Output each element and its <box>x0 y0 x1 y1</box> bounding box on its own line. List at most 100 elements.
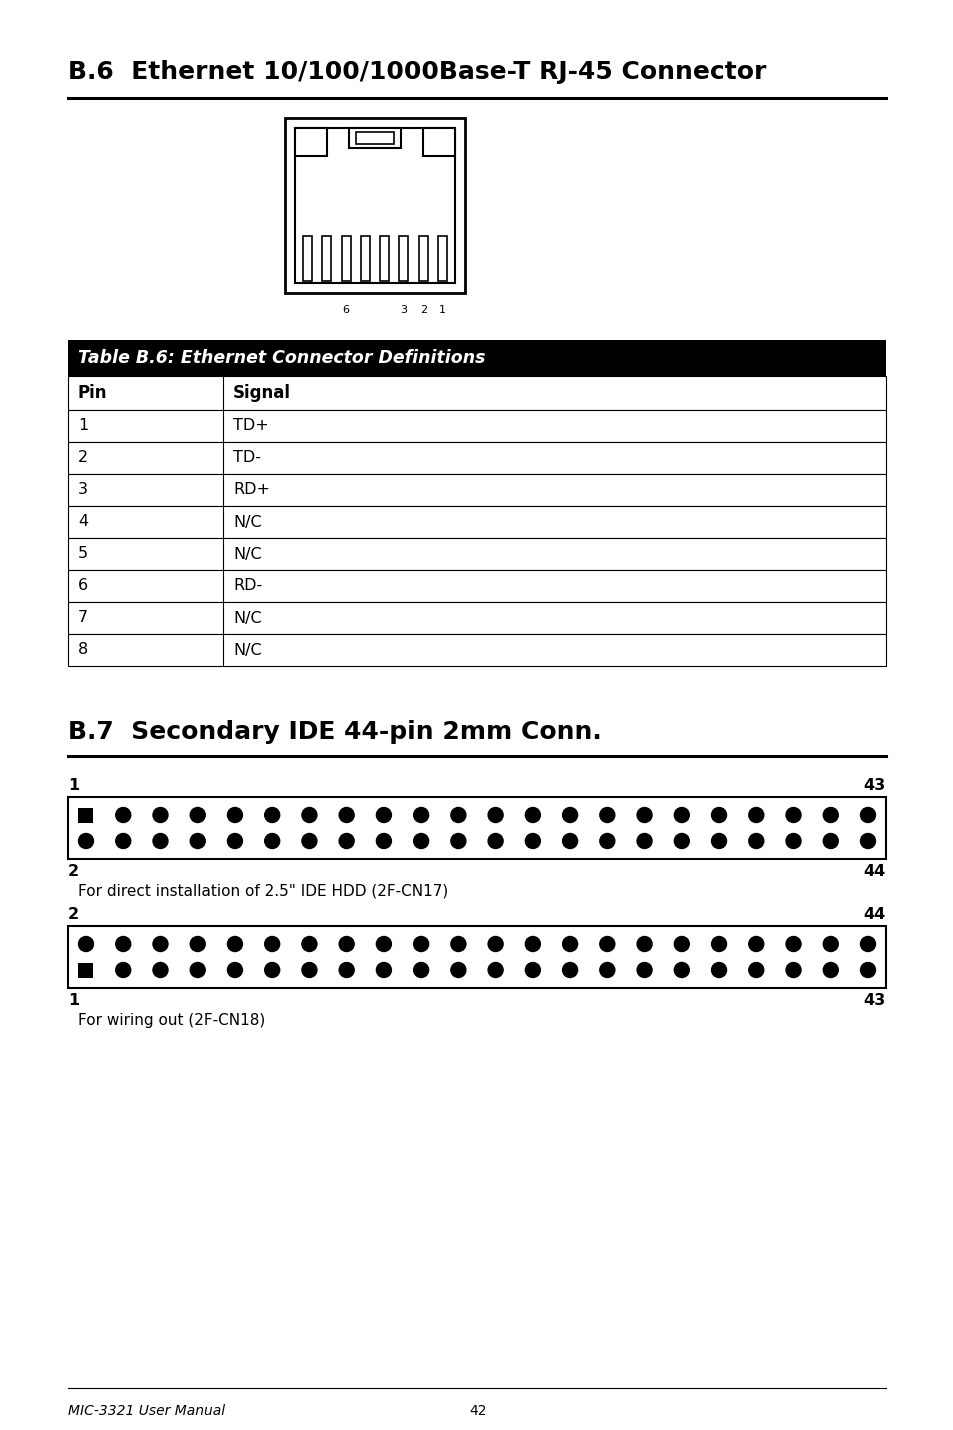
Circle shape <box>190 937 205 951</box>
Text: Pin: Pin <box>78 385 108 402</box>
Circle shape <box>748 937 763 951</box>
Text: TD-: TD- <box>233 450 261 466</box>
Text: 2: 2 <box>78 450 88 466</box>
Bar <box>303 236 312 282</box>
Text: 1: 1 <box>68 778 79 794</box>
Text: For direct installation of 2.5" IDE HDD (2F-CN17): For direct installation of 2.5" IDE HDD … <box>78 884 448 899</box>
Circle shape <box>115 937 131 951</box>
Circle shape <box>78 937 93 951</box>
Bar <box>294 129 455 283</box>
Circle shape <box>78 834 93 848</box>
Circle shape <box>711 808 726 822</box>
Circle shape <box>785 937 801 951</box>
Bar <box>379 236 389 282</box>
Circle shape <box>637 808 652 822</box>
Circle shape <box>637 834 652 848</box>
Bar <box>322 236 331 282</box>
Circle shape <box>822 962 838 978</box>
Bar <box>68 473 885 506</box>
Circle shape <box>822 937 838 951</box>
Circle shape <box>562 808 577 822</box>
Text: RD+: RD+ <box>233 482 270 498</box>
Circle shape <box>264 937 279 951</box>
Circle shape <box>599 962 614 978</box>
Circle shape <box>152 834 168 848</box>
Circle shape <box>152 962 168 978</box>
Bar <box>355 132 394 144</box>
Circle shape <box>376 834 391 848</box>
Circle shape <box>488 962 502 978</box>
Bar <box>418 236 427 282</box>
Text: B.6  Ethernet 10/100/1000Base-T RJ-45 Connector: B.6 Ethernet 10/100/1000Base-T RJ-45 Con… <box>68 60 765 84</box>
Circle shape <box>376 962 391 978</box>
Circle shape <box>451 834 465 848</box>
Circle shape <box>860 962 875 978</box>
Circle shape <box>115 962 131 978</box>
Bar <box>68 927 885 988</box>
Bar <box>68 602 885 633</box>
Circle shape <box>152 808 168 822</box>
Text: 3: 3 <box>78 482 88 498</box>
Circle shape <box>674 962 689 978</box>
Circle shape <box>376 937 391 951</box>
Bar <box>341 236 350 282</box>
Circle shape <box>674 937 689 951</box>
Circle shape <box>301 834 316 848</box>
Text: TD+: TD+ <box>233 419 269 433</box>
Circle shape <box>748 834 763 848</box>
Text: 8: 8 <box>78 642 89 658</box>
Circle shape <box>339 808 354 822</box>
Bar <box>360 236 370 282</box>
Text: 2: 2 <box>68 864 79 879</box>
Circle shape <box>264 808 279 822</box>
Circle shape <box>301 937 316 951</box>
Text: 1: 1 <box>438 305 446 315</box>
Circle shape <box>451 937 465 951</box>
Circle shape <box>115 808 131 822</box>
Bar <box>78 962 93 978</box>
Text: 1: 1 <box>78 419 89 433</box>
Bar <box>68 340 885 376</box>
Circle shape <box>860 834 875 848</box>
Circle shape <box>376 808 391 822</box>
Circle shape <box>637 937 652 951</box>
Bar <box>68 797 885 859</box>
Circle shape <box>748 808 763 822</box>
Bar <box>68 442 885 473</box>
Circle shape <box>562 937 577 951</box>
Bar <box>68 538 885 571</box>
Circle shape <box>562 962 577 978</box>
Bar <box>294 129 327 156</box>
Circle shape <box>599 937 614 951</box>
Circle shape <box>227 962 242 978</box>
Circle shape <box>562 834 577 848</box>
Text: 42: 42 <box>469 1404 486 1419</box>
Circle shape <box>860 937 875 951</box>
Text: Signal: Signal <box>233 385 291 402</box>
Bar <box>68 633 885 666</box>
Text: Table B.6: Ethernet Connector Definitions: Table B.6: Ethernet Connector Definition… <box>78 349 485 368</box>
Text: 2: 2 <box>419 305 426 315</box>
Text: For wiring out (2F-CN18): For wiring out (2F-CN18) <box>78 1012 265 1028</box>
Circle shape <box>860 808 875 822</box>
Text: 1: 1 <box>68 992 79 1008</box>
Circle shape <box>488 808 502 822</box>
Circle shape <box>748 962 763 978</box>
Circle shape <box>227 834 242 848</box>
Circle shape <box>674 834 689 848</box>
Text: B.7  Secondary IDE 44-pin 2mm Conn.: B.7 Secondary IDE 44-pin 2mm Conn. <box>68 719 601 744</box>
Circle shape <box>190 808 205 822</box>
Circle shape <box>414 808 428 822</box>
Text: 2: 2 <box>68 907 79 922</box>
Circle shape <box>525 937 539 951</box>
Circle shape <box>301 808 316 822</box>
Circle shape <box>822 808 838 822</box>
Text: 43: 43 <box>862 992 885 1008</box>
Circle shape <box>525 834 539 848</box>
Text: N/C: N/C <box>233 515 261 529</box>
Bar <box>422 129 455 156</box>
Circle shape <box>822 834 838 848</box>
Circle shape <box>637 962 652 978</box>
Bar <box>399 236 408 282</box>
Circle shape <box>674 808 689 822</box>
